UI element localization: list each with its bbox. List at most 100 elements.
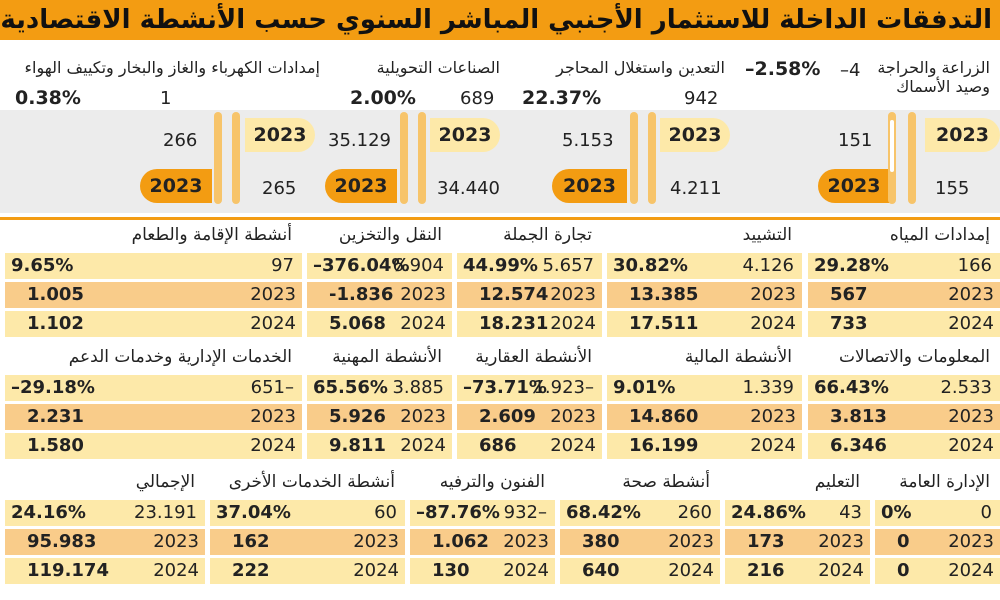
value-2023: 3.813 bbox=[830, 406, 887, 427]
pct-value: 24.86% bbox=[731, 502, 806, 523]
stem-mining-2 bbox=[648, 112, 656, 204]
stem-manufacturing bbox=[400, 112, 408, 204]
value-2024: 119.174 bbox=[27, 560, 109, 581]
year-label: 2023 bbox=[948, 284, 994, 305]
pct-value: 66.43% bbox=[814, 377, 889, 398]
table-row-bg bbox=[875, 529, 1000, 555]
value-2024: 222 bbox=[232, 560, 270, 581]
year-label: 2023 bbox=[750, 284, 796, 305]
value-2024-agriculture: 155 bbox=[935, 178, 970, 199]
value-2024: 130 bbox=[432, 560, 470, 581]
value-2023: 14.860 bbox=[629, 406, 699, 427]
year-label: 2024 bbox=[250, 313, 296, 334]
year-pill-mining-b: 2023 bbox=[552, 169, 627, 203]
value-2023: 173 bbox=[747, 531, 785, 552]
pct-value: –87.76% bbox=[416, 502, 500, 523]
value-2023: 0 bbox=[897, 531, 910, 552]
table-row-bg bbox=[607, 375, 802, 401]
year-label: 2024 bbox=[400, 435, 446, 456]
table-row-bg bbox=[5, 253, 302, 279]
top-pct-agriculture: –2.58% bbox=[745, 58, 821, 80]
table-row-bg bbox=[607, 433, 802, 459]
year-label: 2024 bbox=[503, 560, 549, 581]
value-2024: 216 bbox=[747, 560, 785, 581]
value-2024-electricity: 265 bbox=[262, 178, 297, 199]
year-label: 2024 bbox=[948, 313, 994, 334]
top-pct-mining: 22.37% bbox=[522, 87, 602, 109]
year-label: 2024 bbox=[550, 313, 596, 334]
year-label: 2024 bbox=[353, 560, 399, 581]
top-change-manufacturing: 689 bbox=[460, 88, 495, 109]
change-value: 4.126 bbox=[742, 255, 794, 276]
table-row-bg bbox=[808, 433, 1000, 459]
change-value: 23.191 bbox=[134, 502, 197, 523]
table-row-bg bbox=[307, 433, 452, 459]
top-pct-electricity: 0.38% bbox=[15, 87, 81, 109]
table-row-bg bbox=[560, 558, 720, 584]
table-row-bg bbox=[808, 375, 1000, 401]
pct-value: –376.04% bbox=[313, 255, 410, 276]
top-change-agriculture: –4 bbox=[840, 60, 861, 81]
table-row-bg bbox=[307, 311, 452, 337]
year-label: 2023 bbox=[250, 284, 296, 305]
table-row-bg bbox=[875, 558, 1000, 584]
table-row-bg bbox=[560, 529, 720, 555]
year-label: 2024 bbox=[400, 313, 446, 334]
value-2023: 2.231 bbox=[27, 406, 84, 427]
table-row-bg bbox=[808, 311, 1000, 337]
table-row-bg bbox=[725, 529, 870, 555]
value-2023-agriculture: 151 bbox=[838, 130, 873, 151]
table-row-bg bbox=[5, 404, 302, 430]
year-label: 2023 bbox=[503, 531, 549, 552]
table-row-bg bbox=[457, 433, 602, 459]
table-row-bg bbox=[457, 375, 602, 401]
pct-value: 29.28% bbox=[814, 255, 889, 276]
top-label-agriculture: الزراعة والحراجة وصيد الأسماك bbox=[877, 58, 990, 96]
table-row-bg bbox=[410, 500, 555, 526]
year-label: 2024 bbox=[818, 560, 864, 581]
year-pill-agriculture-b: 2023 bbox=[818, 169, 890, 203]
table-row-bg bbox=[808, 404, 1000, 430]
value-2023: -1.836 bbox=[329, 284, 394, 305]
top-change-mining: 942 bbox=[684, 88, 719, 109]
pct-value: 65.56% bbox=[313, 377, 388, 398]
stem-inner-agriculture bbox=[890, 120, 894, 172]
section-label: الفنون والترفيه bbox=[439, 472, 545, 492]
year-label: 2024 bbox=[948, 435, 994, 456]
table-row-bg bbox=[210, 558, 405, 584]
pct-value: 30.82% bbox=[613, 255, 688, 276]
table-row-bg bbox=[607, 311, 802, 337]
table-row-bg bbox=[457, 253, 602, 279]
section-label: الإدارة العامة bbox=[899, 472, 990, 492]
table-row-bg bbox=[5, 433, 302, 459]
pct-value: 9.65% bbox=[11, 255, 74, 276]
table-row-bg bbox=[5, 282, 302, 308]
section-label: الأنشطة المالية bbox=[684, 347, 792, 367]
value-2023: 13.385 bbox=[629, 284, 699, 305]
year-label: 2023 bbox=[550, 284, 596, 305]
year-pill-manufacturing-a: 2023 bbox=[430, 118, 500, 152]
section-label: الأنشطة العقارية bbox=[475, 347, 592, 367]
value-2024: 733 bbox=[830, 313, 868, 334]
section-label: المعلومات والاتصالات bbox=[838, 347, 990, 367]
pct-value: –29.18% bbox=[11, 377, 95, 398]
year-label: 2023 bbox=[400, 406, 446, 427]
change-value: 260 bbox=[677, 502, 712, 523]
value-2024-mining: 4.211 bbox=[670, 178, 722, 199]
value-2024: 1.580 bbox=[27, 435, 84, 456]
table-row-bg bbox=[607, 253, 802, 279]
table-row-bg bbox=[307, 253, 452, 279]
year-label: 2023 bbox=[750, 406, 796, 427]
table-row-bg bbox=[5, 311, 302, 337]
value-2024: 18.231 bbox=[479, 313, 549, 334]
top-label-manufacturing: الصناعات التحويلية bbox=[376, 58, 500, 77]
value-2023: 1.062 bbox=[432, 531, 489, 552]
table-row-bg bbox=[607, 404, 802, 430]
section-label: التشييد bbox=[742, 225, 792, 245]
stem-mining bbox=[630, 112, 638, 204]
value-2024: 1.102 bbox=[27, 313, 84, 334]
change-value: 0 bbox=[980, 502, 992, 523]
change-value: 97 bbox=[271, 255, 294, 276]
pct-value: –73.71% bbox=[463, 377, 547, 398]
value-2024: 640 bbox=[582, 560, 620, 581]
